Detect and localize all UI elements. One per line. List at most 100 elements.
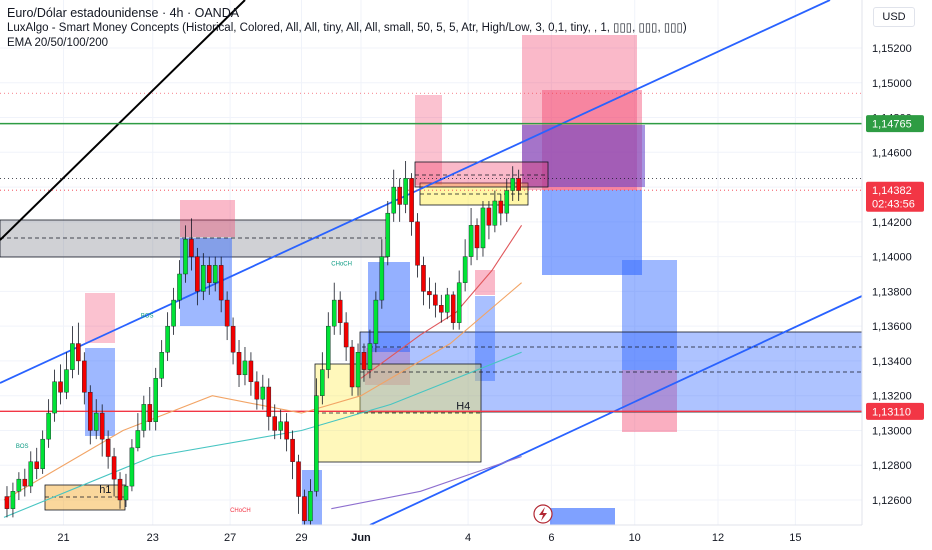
price-tag-label: 1,14382 [872,185,912,197]
candle [248,360,254,382]
candle [367,343,373,370]
candle [82,360,87,393]
time-tick-label: 10 [629,532,641,544]
price-tick-label: 1,13600 [872,321,912,333]
candle [40,438,45,469]
candle [474,225,480,249]
lightning-icon[interactable] [533,504,553,524]
candle [296,461,301,497]
demand-zone [180,238,232,326]
time-tick-label: Jun [351,532,371,544]
lightning-icon-glyph [539,507,547,521]
candle [76,343,81,362]
price-tag-label: 1,13110 [872,406,911,418]
currency-button[interactable]: USD [873,7,915,27]
candle [409,178,414,223]
candle [28,461,34,487]
price-axis[interactable] [862,0,932,550]
candle [135,430,141,449]
blue-trendline-upper[interactable] [0,0,831,384]
candle [468,225,474,257]
candle [349,346,355,388]
candle [445,294,450,313]
candle [117,478,123,501]
candle [361,352,367,370]
candle [308,491,313,522]
candle [290,438,295,462]
indicator-ema-label[interactable]: EMA 20/50/100/200 [7,37,109,49]
candle [498,200,504,214]
candle [302,496,307,522]
candle [421,265,426,292]
time-tick-label: 15 [789,532,801,544]
candle [123,485,129,501]
candle [492,200,498,226]
candle [516,178,521,191]
candle [201,265,206,292]
candle [272,416,277,431]
price-tag-label: 1,14765 [872,119,912,131]
blue-trendline-lower[interactable] [369,295,863,526]
candle [379,256,385,301]
price-tick-label: 1,13200 [872,391,912,403]
candle [266,386,272,417]
candle [4,496,10,509]
price-tick-label: 1,14600 [872,147,912,159]
candle [343,322,349,348]
candle [397,186,402,205]
candle [320,369,325,396]
time-tick-label: 12 [712,532,724,544]
price-tick-label: 1,13800 [872,286,912,298]
ema-line [331,455,522,510]
time-axis[interactable] [0,525,862,550]
supply-zone [622,370,677,432]
candle [415,221,420,266]
candle [52,381,57,414]
structure-label: BOS [16,444,29,450]
black-trendline[interactable] [0,0,246,241]
chart-legend: Euro/Dólar estadounidense · 4h · OANDA L… [7,6,687,51]
candle [147,404,153,422]
candle [224,299,230,327]
candle [278,421,283,431]
demand-zone [475,296,495,381]
candle [165,325,170,353]
candle [504,190,510,214]
indicator-smc-label[interactable]: LuxAlgo - Smart Money Concepts (Historic… [7,22,687,34]
demand-zone [359,331,863,413]
supply-zone [180,200,235,237]
candle [314,395,319,492]
candle [260,386,266,400]
candle [141,404,147,431]
candle [373,299,379,344]
candle [337,299,343,323]
candle [242,360,248,376]
price-tick-label: 1,15200 [872,43,912,55]
candle [93,412,99,431]
countdown-label: 02:43:56 [872,199,915,211]
candle [212,265,218,283]
candle [111,456,117,480]
zone-label: h1 [99,484,111,496]
time-tick-label: 21 [57,532,69,544]
time-tick-label: 29 [295,532,307,544]
candle [218,265,224,301]
candle [403,178,408,205]
time-tick-label: 23 [147,532,159,544]
ema-line [3,351,522,518]
symbol-title[interactable]: Euro/Dólar estadounidense · 4h · OANDA [7,6,240,20]
candle [22,478,28,487]
ema-line [360,224,523,379]
h4-zone [314,363,482,463]
candle [189,239,194,257]
price-tick-label: 1,14200 [872,217,912,229]
price-tick-label: 1,12800 [872,460,912,472]
demand-zone [542,190,642,275]
candle [236,352,242,376]
structure-label: CHoCH [230,508,251,514]
candle [391,186,396,214]
zone-label: H4 [456,401,470,413]
supply-zone [475,270,495,295]
